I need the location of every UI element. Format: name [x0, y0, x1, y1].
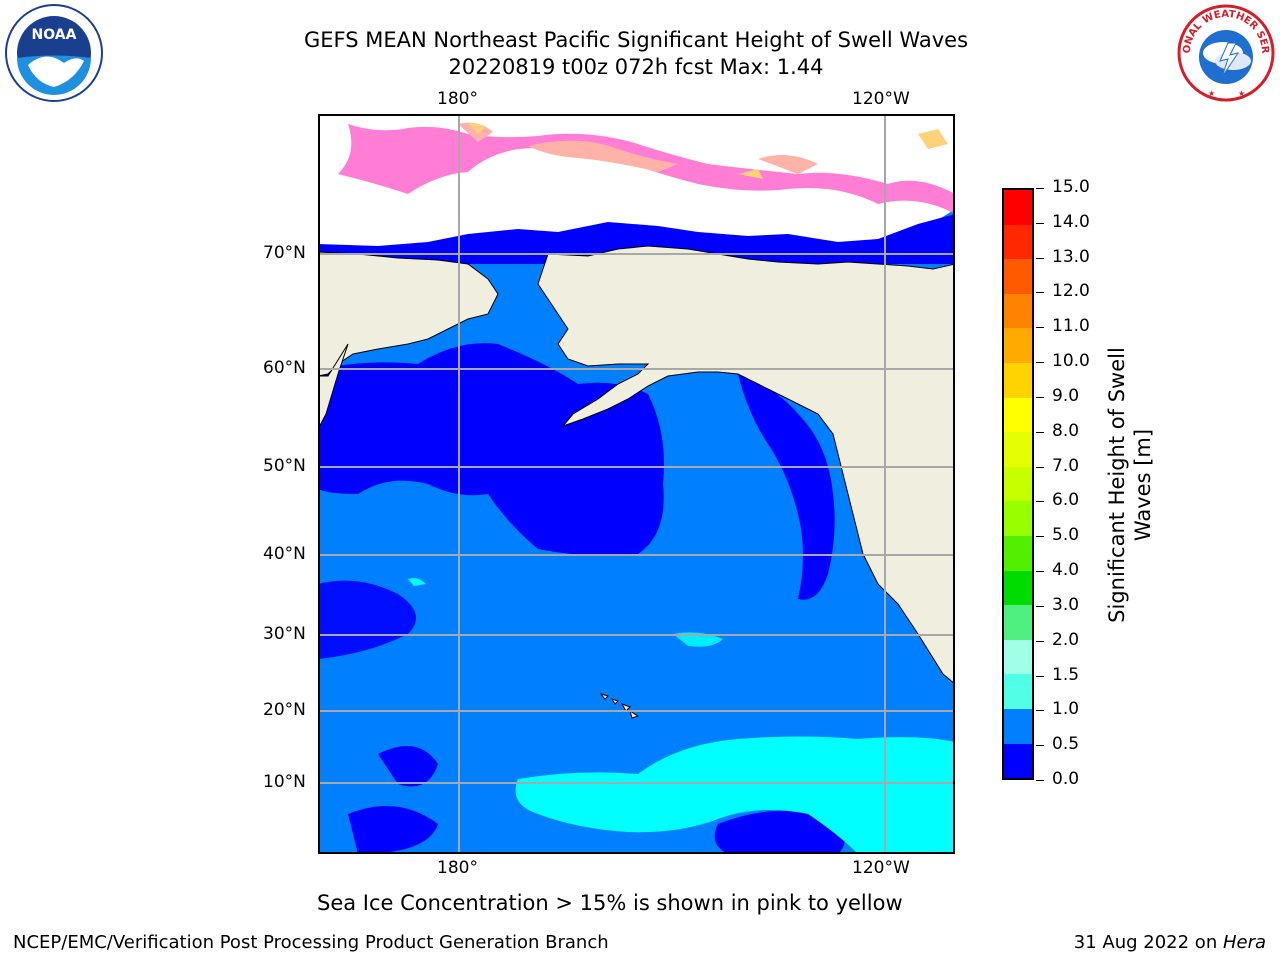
colorbar-label-line1: Significant Height of Swell — [1105, 347, 1129, 623]
colorbar-band — [1004, 466, 1032, 502]
colorbar-ticks: 15.0 14.0 13.0 12.0 11.0 10.0 9.0 8.0 7.0 6.0 5.0 4… — [1036, 177, 1106, 790]
colorbar-band — [1004, 501, 1032, 536]
colorbar-band — [1004, 293, 1032, 329]
colorbar-band — [1004, 743, 1032, 779]
svg-text:★: ★ — [1238, 89, 1245, 98]
colorbar-band — [1004, 190, 1032, 225]
colorbar-tick-mark — [1036, 571, 1044, 573]
colorbar-tick-mark — [1036, 222, 1044, 224]
map-frame — [318, 114, 955, 854]
tropics-low-swell-east — [714, 810, 845, 854]
lat-label-70n: 70°N — [263, 243, 306, 263]
footer-machine: Hera — [1222, 932, 1266, 953]
colorbar-band — [1004, 605, 1032, 640]
sea-ice-note: Sea Ice Concentration > 15% is shown in … — [317, 891, 903, 915]
small-cyan-patch — [408, 578, 426, 586]
colorbar-tick-label: 0.0 — [1052, 769, 1080, 789]
colorbar-band — [1004, 674, 1032, 709]
colorbar-band — [1004, 259, 1032, 294]
colorbar-tick-label: 12.0 — [1052, 281, 1090, 302]
footer-credit: NCEP/EMC/Verification Post Processing Pr… — [13, 932, 609, 953]
map-svg — [317, 114, 956, 854]
lat-label-30n: 30°N — [263, 624, 306, 644]
colorbar-tick-label: 15.0 — [1052, 177, 1090, 197]
colorbar-tick-label: 11.0 — [1052, 316, 1090, 337]
lon-label-bottom-120w: 120°W — [852, 858, 910, 878]
colorbar-tick-mark — [1036, 745, 1044, 747]
colorbar-tick-label: 0.5 — [1052, 734, 1080, 755]
tropics-low-swell-west — [348, 746, 438, 854]
bering-gulf-low-swell — [318, 343, 664, 556]
arctic-low-swell — [318, 214, 955, 264]
colorbar-tick-mark — [1036, 675, 1044, 677]
colorbar-tick-mark — [1036, 605, 1044, 607]
footer-date-text: 31 Aug 2022 on — [1073, 932, 1223, 953]
lat-label-60n: 60°N — [263, 358, 306, 378]
colorbar-tick-mark — [1036, 257, 1044, 259]
colorbar-tick-label: 1.5 — [1052, 664, 1080, 685]
colorbar-tick-label: 7.0 — [1052, 455, 1080, 476]
lon-label-bottom-180: 180° — [437, 858, 478, 878]
colorbar-band — [1004, 432, 1032, 467]
nws-logo-icon: NATIONAL WEATHER SERVICE ★ ★ — [1172, 0, 1275, 102]
colorbar-tick-label: 9.0 — [1052, 385, 1080, 406]
svg-text:★: ★ — [1208, 89, 1215, 98]
colorbar-tick-label: 3.0 — [1052, 594, 1080, 615]
plot-title: GEFS MEAN Northeast Pacific Significant … — [303, 28, 969, 52]
colorbar-band — [1004, 639, 1032, 675]
colorbar-band — [1004, 708, 1032, 744]
lat-label-20n: 20°N — [263, 700, 306, 720]
colorbar-tick-mark — [1036, 396, 1044, 398]
colorbar-tick-mark — [1036, 431, 1044, 433]
colorbar-tick-mark — [1036, 501, 1044, 503]
colorbar-tick-mark — [1036, 362, 1044, 364]
colorbar-tick-label: 8.0 — [1052, 420, 1080, 441]
colorbar — [1002, 188, 1034, 780]
plot-subtitle: 20220819 t00z 072h fcst Max: 1.44 — [448, 55, 824, 79]
noaa-logo-text: NOAA — [32, 27, 77, 43]
land-hawaii — [599, 693, 640, 719]
colorbar-band — [1004, 328, 1032, 363]
colorbar-tick-mark — [1036, 536, 1044, 538]
lat-label-50n: 50°N — [263, 456, 306, 476]
colorbar-tick-mark — [1036, 292, 1044, 294]
colorbar-tick-mark — [1036, 188, 1044, 189]
colorbar-tick-label: 1.0 — [1052, 699, 1080, 720]
tropical-cyan-swell — [515, 736, 955, 854]
colorbar-tick-label: 14.0 — [1052, 211, 1090, 232]
colorbar-tick-label: 6.0 — [1052, 490, 1080, 511]
colorbar-band — [1004, 397, 1032, 433]
colorbar-tick-label: 5.0 — [1052, 525, 1080, 546]
colorbar-tick-mark — [1036, 640, 1044, 642]
colorbar-tick-label: 13.0 — [1052, 246, 1090, 267]
colorbar-tick-mark — [1036, 710, 1044, 712]
colorbar-label-line2: Waves [m] — [1131, 428, 1155, 542]
colorbar-tick-label: 4.0 — [1052, 560, 1080, 581]
colorbar-tick-mark — [1036, 327, 1044, 329]
colorbar-swatches — [1004, 190, 1032, 779]
colorbar-tick-label: 10.0 — [1052, 351, 1090, 372]
lon-label-top-180: 180° — [437, 89, 478, 109]
west-low-swell-patch — [318, 580, 416, 659]
colorbar-tick-mark — [1036, 780, 1044, 781]
colorbar-band — [1004, 570, 1032, 606]
land-north-america — [537, 245, 956, 686]
noaa-logo-icon: NOAA — [5, 4, 103, 102]
lat-label-10n: 10°N — [263, 772, 306, 792]
colorbar-band — [1004, 224, 1032, 260]
colorbar-band — [1004, 362, 1032, 398]
sea-ice-light — [458, 122, 818, 174]
footer-date: 31 Aug 2022 on Hera — [1074, 932, 1266, 953]
lon-label-top-120w: 120°W — [852, 89, 910, 109]
map-panel — [317, 114, 956, 854]
colorbar-tick-label: 2.0 — [1052, 629, 1080, 650]
colorbar-band — [1004, 535, 1032, 571]
lat-label-40n: 40°N — [263, 544, 306, 564]
colorbar-tick-mark — [1036, 466, 1044, 468]
alaska-coast-low-swell — [738, 374, 835, 600]
noaa-logo: NOAA — [4, 3, 104, 103]
nws-logo: NATIONAL WEATHER SERVICE ★ ★ — [1172, 0, 1276, 103]
